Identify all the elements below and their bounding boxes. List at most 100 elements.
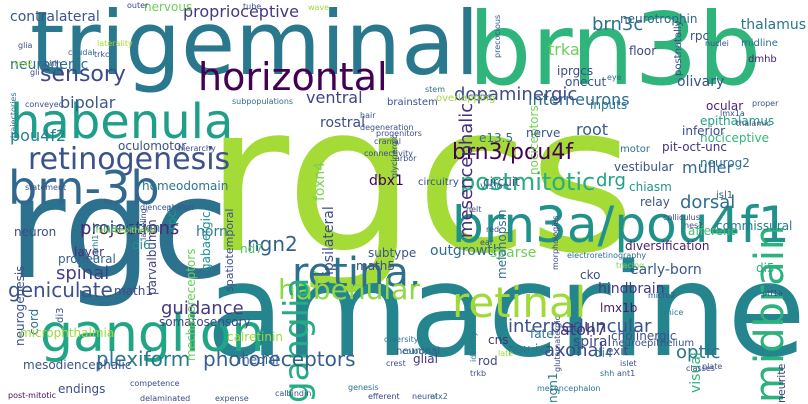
word-laterality: laterality bbox=[97, 39, 133, 48]
word-di3: di3 bbox=[55, 307, 66, 324]
word-innervation: innervation bbox=[92, 221, 161, 235]
word-neuron: neuron bbox=[14, 225, 57, 239]
word-epithalamus: epithalamus bbox=[700, 114, 775, 128]
word-e13-5: e13.5 bbox=[479, 131, 514, 145]
word-labeling: labeling bbox=[139, 208, 148, 240]
word-diencephalon: diencephalon bbox=[140, 203, 194, 212]
word-early-born: early-born bbox=[630, 262, 702, 278]
word-neuroepithelium: neuroepithelium bbox=[612, 338, 695, 349]
word-barhl1: barhl1 bbox=[91, 234, 100, 260]
word-neural: neural bbox=[412, 392, 438, 401]
word-diversification: diversification bbox=[625, 239, 710, 253]
word-nerve: nerve bbox=[526, 126, 561, 140]
word-subtype: subtype bbox=[368, 246, 417, 260]
word-melanopsin: melanopsin bbox=[495, 209, 509, 279]
word-retinal: retinal bbox=[452, 278, 587, 327]
word-interneurons: interneurons bbox=[528, 90, 630, 109]
word-iprgcs: iprgcs bbox=[557, 64, 594, 78]
word-bhlh: bhlh bbox=[44, 59, 62, 68]
word-oculomotor: oculomotor bbox=[118, 139, 187, 153]
word-olivary: olivary bbox=[677, 74, 725, 90]
word-mice: mice bbox=[664, 308, 684, 317]
word-exit: exit bbox=[606, 344, 629, 358]
word-electroretinography: electroretinography bbox=[567, 251, 647, 260]
word-geniculate: geniculate bbox=[8, 278, 113, 302]
word-brainstem: brainstem bbox=[387, 97, 438, 108]
word-amacrine: amacrine bbox=[206, 237, 806, 386]
word-relay: relay bbox=[640, 195, 670, 209]
word-microphthalmia: microphthalmia bbox=[20, 326, 115, 340]
word-proneural: proneural bbox=[58, 252, 116, 266]
word-ant1: ant1 bbox=[617, 369, 636, 378]
word-chiasm: chiasm bbox=[629, 180, 672, 194]
word-mesencephalon: mesencephalon bbox=[537, 384, 601, 393]
word-spatiotemporal: spatiotemporal bbox=[223, 208, 236, 292]
word-afferent: afferent bbox=[688, 224, 736, 238]
word-dmhb: dmhb bbox=[748, 54, 777, 65]
word-vestibular: vestibular bbox=[614, 160, 674, 174]
word-spinal: spinal bbox=[56, 263, 110, 284]
word-spiral: spiral bbox=[573, 334, 612, 350]
word-medial: medial bbox=[238, 353, 279, 367]
word-interpeduncular: interpeduncular bbox=[508, 316, 652, 337]
word-rgcs: rgcs bbox=[205, 61, 636, 299]
word-diversity: diversity bbox=[384, 335, 419, 344]
word-rgc: rgc bbox=[8, 148, 229, 311]
word-ventral: ventral bbox=[306, 88, 363, 107]
word-bipolar: bipolar bbox=[60, 93, 116, 112]
word-identity: identity bbox=[469, 331, 478, 362]
word-plate: plate bbox=[702, 362, 723, 371]
word-crest: crest bbox=[386, 359, 406, 368]
word-muller: muller bbox=[682, 158, 734, 177]
word-contralateral: contralateral bbox=[10, 9, 100, 25]
word-thalamus: thalamus bbox=[740, 17, 806, 33]
word-pit-oct-unc: pit-oct-unc bbox=[662, 140, 727, 154]
word-vsx2: vsx2 bbox=[14, 59, 33, 68]
word-rod: rod bbox=[478, 354, 498, 368]
word-connectivity: connectivity bbox=[364, 149, 413, 158]
word-hierarchy: hierarchy bbox=[178, 144, 216, 153]
word-rostral: rostral bbox=[320, 115, 366, 131]
word-precocious: precocious bbox=[493, 14, 502, 58]
word-plexiform: plexiform bbox=[96, 347, 191, 371]
word-dopaminergic: dopaminergic bbox=[454, 84, 578, 105]
word-arbor: arbor bbox=[395, 154, 417, 163]
word-expense: expense bbox=[215, 394, 249, 403]
word-cns: cns bbox=[488, 333, 509, 347]
word-floor: floor bbox=[629, 44, 657, 58]
word-proprioceptive: proprioceptive bbox=[183, 2, 299, 21]
word-habenular: habenular bbox=[278, 273, 420, 306]
word-fate: fate bbox=[530, 327, 554, 341]
word-classes: classes bbox=[686, 364, 715, 373]
word-circuitry: circuitry bbox=[418, 177, 459, 188]
word-habenula: habenula bbox=[10, 94, 234, 150]
word-calbindin: calbindin bbox=[275, 389, 312, 398]
word-calretinin: calretinin bbox=[227, 330, 283, 344]
word-ear: ear bbox=[480, 238, 494, 247]
word-homeodomain: homeodomain bbox=[142, 179, 229, 193]
word-brn3c: brn3c bbox=[592, 14, 644, 35]
word-layer: layer bbox=[74, 245, 105, 259]
word-trka: trka bbox=[548, 40, 580, 59]
word-ganglion: ganglion bbox=[40, 304, 265, 364]
word-optic: optic bbox=[676, 342, 721, 363]
word-competence: competence bbox=[130, 379, 180, 388]
word-red: red bbox=[486, 225, 500, 234]
word-subpopulations: subpopulations bbox=[232, 97, 294, 106]
word-axonal: axonal bbox=[544, 340, 604, 361]
word-statement: statement bbox=[25, 183, 67, 192]
word-sparse: sparse bbox=[490, 245, 537, 261]
word-stem: stem bbox=[425, 85, 446, 94]
word-horn: horn bbox=[196, 224, 228, 240]
word-outgrowth: outgrowth bbox=[430, 243, 502, 259]
word-neuronal: neuronal bbox=[396, 346, 441, 357]
word-midline: midline bbox=[741, 38, 778, 49]
word-hair: hair bbox=[360, 111, 376, 120]
word-eye: eye bbox=[607, 73, 622, 82]
word-guidance: guidance bbox=[161, 298, 244, 319]
word-brn3b: brn3b bbox=[468, 0, 762, 108]
word-wave: wave bbox=[308, 3, 330, 12]
word-trkc: trkc bbox=[94, 50, 110, 59]
word-overlapping: overlapping bbox=[436, 93, 496, 104]
